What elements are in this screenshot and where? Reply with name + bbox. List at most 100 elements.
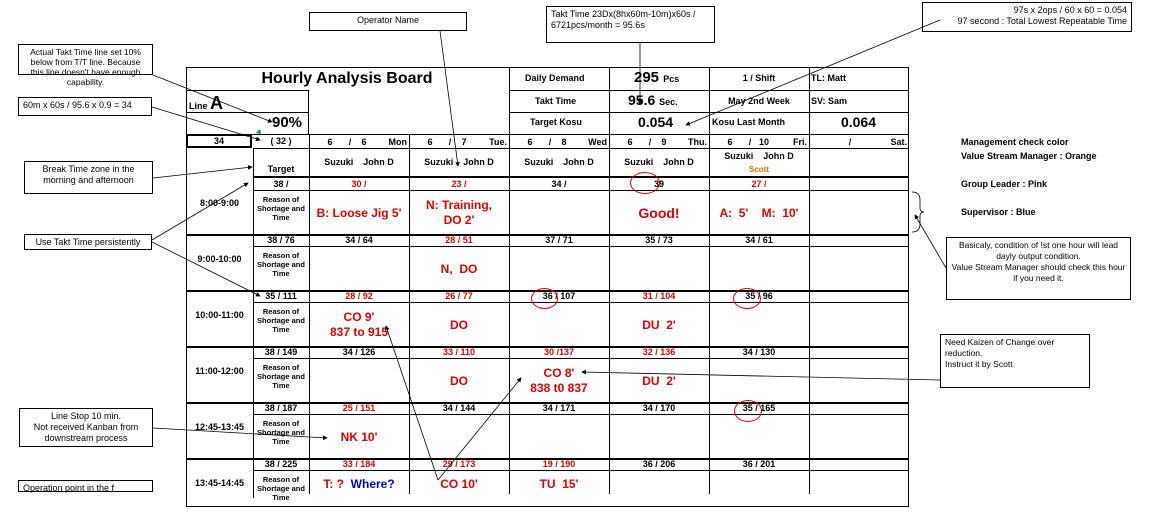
month-week: May 2nd Week [728, 96, 790, 106]
target-percent: 90% [272, 114, 303, 131]
operator-name: Suzuki John D [524, 157, 594, 167]
shortage-reason: CO 9' 837 to 915 [329, 310, 389, 339]
target-kosu-value: 0.054 [638, 114, 674, 130]
hour-actual: 34 / 126 [342, 347, 376, 357]
note-first-hour: Basicaly, condition of !st one hour will… [946, 237, 1131, 300]
note-takt-calc: Takt Time 23Dx(8hx60m-10m)x60s / 6721pcs… [546, 6, 715, 43]
hour-actual: 36 / 107 [542, 291, 576, 301]
hour-actual: 34 / [551, 179, 567, 189]
note-kosu-calc: 97s x 2ops / 60 x 60 = 0.054 97 second :… [922, 2, 1132, 32]
takt-time-label: Takt Time [535, 96, 577, 106]
day-separator: / [548, 137, 552, 147]
hour-actual: 19 / 190 [542, 459, 576, 469]
takt-time-unit: Sec. [659, 97, 678, 107]
note-calc: 60m x 60s / 95.6 x 0.9 = 34 [18, 97, 152, 116]
shortage-reason: DU 2' [642, 317, 676, 332]
shortage-reason: CO 8' 838 t0 837 [530, 366, 588, 395]
hour-actual: 28 / 92 [345, 291, 373, 301]
reason-label: Reason of Shortage and Time [257, 251, 305, 278]
hour-actual: 34 / 61 [745, 235, 773, 245]
day-separator: / [348, 137, 352, 147]
day-weekday: Tue. [489, 137, 507, 147]
shortage-reason: TU 15' [539, 477, 579, 491]
day-weekday: Thu. [688, 137, 707, 147]
shift-label: 1 / Shift [742, 73, 776, 83]
operator-name: Suzuki John D [424, 157, 494, 167]
hour-actual: 30 /137 [543, 347, 575, 357]
target-kosu-label: Target Kosu [530, 117, 582, 127]
hour-target: 35 / 111 [265, 291, 297, 301]
hour-actual: 31 / 104 [642, 291, 676, 301]
day-month: 6 [327, 137, 333, 147]
shortage-reason: T: ? Where? [323, 477, 395, 491]
operator-name: Suzuki John D [324, 157, 394, 167]
hour-actual: 25 / 151 [342, 403, 376, 413]
reason-label: Reason of Shortage and Time [257, 195, 305, 222]
hour-target: 38 / 187 [264, 403, 298, 413]
day-separator: / [748, 137, 752, 147]
legend-title: Management check color [961, 137, 1069, 147]
hour-actual: 33 / 184 [342, 459, 376, 469]
hour-actual: 36 / 206 [642, 459, 676, 469]
hour-actual: 27 / [751, 179, 767, 189]
day-date: 6 [361, 137, 367, 147]
day-date: 10 [758, 137, 769, 147]
circle-mark [531, 288, 558, 309]
hour-time: 13:45-14:45 [194, 478, 245, 488]
day-month: 6 [627, 137, 633, 147]
hour-actual: 34 / 171 [542, 403, 576, 413]
hour-actual: 28 / 51 [445, 235, 473, 245]
hour-actual: 34 / 170 [642, 403, 676, 413]
hour-actual: 33 / 110 [442, 347, 476, 357]
shortage-reason: A: 5' M: 10' [719, 205, 799, 220]
kosu-last-month-label: Kosu Last Month [712, 117, 785, 127]
note-actual-takt: Actual Takt Time line set 10% below from… [18, 44, 153, 87]
shortage-reason: NK 10' [340, 429, 378, 444]
note-bottom-cut: Operation point in the f [18, 480, 153, 493]
reason-label: Reason of Shortage and Time [257, 419, 305, 446]
shortage-reason: B: Loose Jig 5' [316, 205, 402, 220]
hour-time: 12:45-13:45 [194, 422, 245, 432]
circle-mark [733, 288, 761, 309]
note-break-time: Break Time zone in the morning and after… [24, 161, 153, 194]
hour-actual: 36 / 201 [742, 459, 776, 469]
daily-demand-unit: Pcs [663, 74, 680, 84]
supervisor: SV: Sam [811, 96, 848, 106]
note-operator-name: Operator Name [309, 12, 467, 31]
operator-name: Suzuki John D [624, 157, 694, 167]
team-leader: TL: Matt [811, 73, 846, 83]
operator-extra: Scott [749, 165, 769, 174]
hour-actual: 29 / 173 [442, 459, 476, 469]
shortage-reason: DU 2' [642, 373, 676, 388]
day-month: 6 [727, 137, 733, 147]
day-separator: / [848, 137, 852, 147]
takt-time-value: 95.6 [628, 92, 656, 108]
day-weekday: Fri. [792, 137, 807, 147]
target-box: 34 [186, 134, 252, 148]
hour-time: 10:00-11:00 [195, 310, 244, 320]
day-separator: / [648, 137, 652, 147]
hour-target: 38 / 225 [264, 459, 298, 469]
line-label: Line [189, 101, 208, 111]
hour-actual: 30 / [351, 179, 367, 189]
hour-time: 11:00-12:00 [195, 366, 244, 376]
operator-name: Suzuki John D [724, 151, 794, 161]
legend-gl: Group Leader : Pink [961, 179, 1048, 189]
hour-target: 38 / 76 [267, 235, 295, 245]
legend-vsm: Value Stream Manager : Orange [961, 151, 1097, 161]
reason-label: Reason of Shortage and Time [257, 363, 305, 390]
day-weekday: Wed [588, 137, 607, 147]
day-weekday: Mon [388, 137, 408, 147]
kosu-last-month-value: 0.064 [840, 114, 877, 130]
daily-demand-label: Daily Demand [525, 73, 585, 83]
hour-actual: 32 / 136 [642, 347, 676, 357]
note-kaizen: Need Kaizen of Change over reduction. In… [940, 334, 1090, 388]
target-paren: ( 32 ) [270, 136, 292, 146]
board-title: Hourly Analysis Board [261, 70, 433, 87]
shortage-reason: Good! [638, 204, 680, 221]
day-weekday: Sat. [890, 137, 907, 147]
shortage-reason: N: Training, DO 2' [426, 198, 492, 227]
reason-label: Reason of Shortage and Time [257, 307, 305, 334]
hour-actual: 23 / [451, 179, 467, 189]
legend-sv: Supervisor : Blue [961, 207, 1036, 217]
